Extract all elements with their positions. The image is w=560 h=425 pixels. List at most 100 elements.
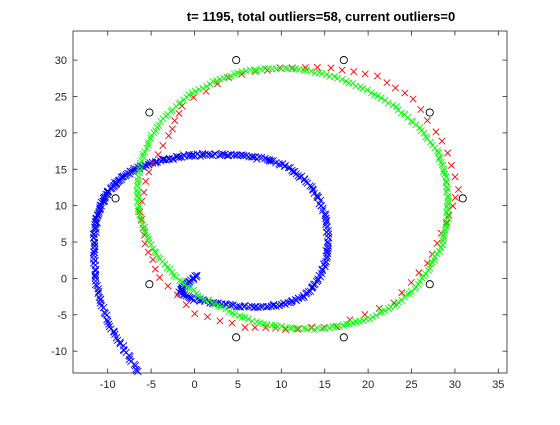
data-point — [367, 89, 375, 97]
x-tick-label: 20 — [362, 379, 374, 391]
data-point — [253, 67, 261, 75]
data-point — [205, 296, 213, 304]
data-point — [247, 153, 256, 161]
data-point — [97, 201, 105, 210]
data-point — [391, 84, 399, 92]
data-point — [433, 239, 441, 247]
data-point — [140, 188, 148, 196]
data-point — [401, 89, 409, 97]
data-point — [164, 282, 172, 290]
data-point — [350, 68, 358, 76]
data-point — [294, 325, 302, 333]
data-point — [444, 185, 452, 193]
data-point — [318, 69, 326, 77]
data-point — [139, 153, 147, 161]
data-point — [153, 123, 161, 131]
data-point — [394, 298, 402, 306]
data-point — [199, 84, 207, 92]
data-point — [141, 228, 149, 236]
data-point — [431, 253, 439, 261]
data-point — [144, 139, 152, 147]
data-point — [249, 153, 257, 161]
data-point — [303, 66, 311, 74]
y-tick-label: 30 — [55, 55, 67, 67]
data-point — [139, 150, 147, 158]
data-point — [434, 149, 442, 157]
data-point — [156, 274, 164, 282]
data-point — [345, 320, 353, 328]
data-point — [321, 211, 330, 220]
data-point — [180, 281, 188, 289]
data-point — [286, 324, 294, 332]
y-tick-label: 25 — [55, 91, 67, 103]
data-point — [197, 293, 205, 302]
data-point — [149, 256, 157, 264]
data-point — [277, 65, 285, 73]
x-tick-label: 5 — [235, 379, 241, 391]
data-point — [90, 251, 98, 260]
x-tick-label: -5 — [146, 379, 156, 391]
data-point — [136, 166, 144, 174]
data-point — [203, 82, 211, 90]
data-point — [178, 277, 186, 285]
data-point — [89, 255, 98, 263]
data-point — [377, 94, 385, 102]
data-point — [130, 164, 138, 173]
data-point — [238, 68, 246, 76]
data-point — [371, 91, 379, 99]
data-point — [363, 86, 371, 94]
data-point — [282, 326, 290, 334]
data-point — [113, 336, 122, 345]
data-point — [263, 155, 271, 164]
data-point — [443, 223, 451, 231]
data-point — [295, 173, 303, 182]
series-2 — [133, 64, 452, 334]
data-point — [435, 155, 443, 163]
data-point — [369, 313, 377, 321]
x-tick-label: 35 — [492, 379, 504, 391]
data-point — [248, 302, 256, 311]
data-point — [132, 365, 140, 373]
data-point — [438, 161, 446, 169]
data-point — [339, 56, 348, 65]
data-point — [230, 151, 238, 159]
data-point — [107, 325, 115, 333]
x-tick-label: 30 — [449, 379, 461, 391]
data-point — [91, 245, 99, 254]
data-point — [235, 302, 243, 311]
data-point — [95, 288, 103, 296]
y-tick-label: 20 — [55, 128, 67, 140]
data-point — [142, 177, 150, 185]
data-point — [175, 109, 183, 117]
data-point — [430, 256, 439, 264]
data-point — [383, 79, 391, 87]
data-point — [147, 240, 155, 248]
data-point — [244, 315, 252, 323]
data-point — [144, 232, 152, 240]
data-point — [100, 308, 109, 316]
data-point — [451, 173, 459, 181]
data-point — [454, 185, 462, 194]
data-point — [318, 206, 327, 215]
data-point — [381, 307, 389, 315]
data-point — [229, 301, 237, 309]
data-point — [133, 198, 141, 206]
data-point — [319, 204, 327, 212]
data-point — [141, 226, 149, 234]
data-point — [335, 323, 343, 331]
data-point — [134, 179, 142, 187]
data-point — [184, 292, 193, 301]
data-point — [324, 239, 332, 248]
data-point — [387, 303, 395, 311]
data-point — [206, 151, 214, 159]
data-point — [324, 230, 333, 238]
data-point — [145, 108, 154, 117]
data-point — [246, 66, 254, 74]
data-point — [180, 96, 188, 104]
plot-marks — [89, 56, 467, 376]
series-1 — [136, 63, 462, 334]
data-point — [288, 324, 296, 332]
data-point — [217, 303, 225, 311]
data-point — [203, 313, 212, 321]
